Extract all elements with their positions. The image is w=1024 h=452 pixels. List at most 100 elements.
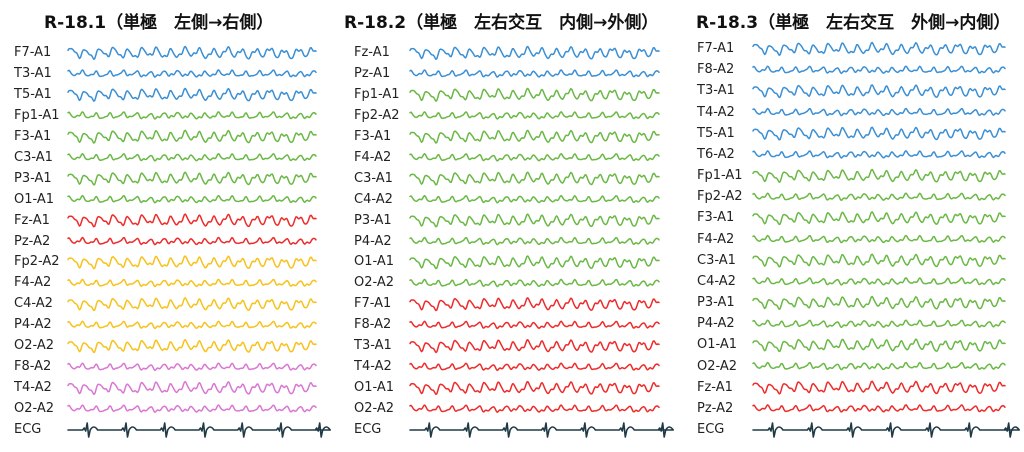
channel-label: Fz-A1 — [354, 45, 390, 60]
channel-label: O2-A2 — [354, 275, 395, 291]
channel-label: T4-A2 — [354, 359, 392, 375]
channel-label: T4-A2 — [697, 104, 735, 120]
channel-label: T3-A1 — [697, 83, 735, 99]
channel-label: Fp2-A2 — [354, 107, 400, 123]
channel-label: Fp1-A1 — [14, 107, 60, 123]
channel-label: Pz-A2 — [697, 400, 734, 416]
channel-label: C3-A1 — [697, 252, 736, 268]
channel-label: Fp2-A2 — [697, 189, 743, 205]
panel-title: R-18.3（単極 左右交互 外側→内側） — [696, 13, 1011, 33]
channel-label: T3-A1 — [14, 65, 52, 81]
channel-label: Fp1-A1 — [697, 168, 743, 183]
channel-label: T5-A1 — [14, 86, 52, 102]
channel-label: Fz-A1 — [14, 212, 50, 228]
channel-label: O1-A1 — [14, 191, 55, 207]
channel-label: ECG — [354, 422, 382, 437]
channel-label: O2-A2 — [354, 401, 395, 417]
channel-label: F3-A1 — [697, 210, 735, 226]
channel-label: P3-A1 — [354, 212, 392, 228]
channel-label: C3-A1 — [14, 149, 53, 165]
channel-label: O2-A2 — [697, 358, 738, 374]
channel-label: Fp2-A2 — [14, 254, 60, 270]
channel-label: C4-A2 — [14, 296, 53, 312]
panel-title: R-18.2（単極 左右交互 内側→外側） — [344, 13, 659, 33]
channel-label: P4-A2 — [354, 233, 392, 249]
channel-label: O1-A1 — [354, 254, 395, 270]
channel-label: P3-A1 — [697, 295, 735, 310]
channel-label: F8-A2 — [697, 62, 735, 78]
channel-label: P4-A2 — [14, 317, 52, 333]
channel-label: F8-A2 — [14, 359, 52, 375]
channel-label: F4-A2 — [14, 275, 52, 291]
channel-label: Fz-A1 — [697, 379, 733, 395]
channel-label: F3-A1 — [14, 128, 52, 144]
channel-label: O1-A1 — [697, 337, 738, 353]
channel-label: F4-A2 — [697, 231, 735, 247]
channel-label: T5-A1 — [697, 125, 735, 141]
channel-label: O2-A2 — [14, 338, 55, 354]
channel-label: F8-A2 — [354, 317, 392, 333]
channel-label: ECG — [14, 422, 42, 437]
channel-label: F7-A1 — [354, 296, 392, 312]
channel-label: ECG — [697, 422, 725, 437]
channel-label: F7-A1 — [14, 45, 52, 60]
channel-label: O2-A2 — [14, 401, 55, 417]
channel-label: T3-A1 — [354, 338, 392, 354]
channel-label: P3-A1 — [14, 170, 52, 186]
channel-label: C4-A2 — [697, 273, 736, 289]
channel-label: C4-A2 — [354, 191, 393, 207]
channel-label: Fp1-A1 — [354, 86, 400, 102]
channel-label: Pz-A2 — [14, 233, 51, 249]
channel-label: C3-A1 — [354, 170, 393, 186]
